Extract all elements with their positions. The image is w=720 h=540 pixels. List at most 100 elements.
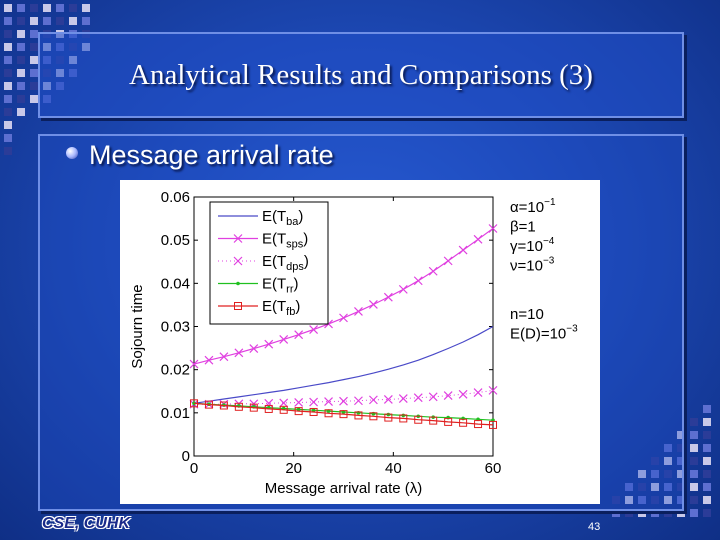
series-point-rr <box>311 408 316 413</box>
decor-square <box>30 56 38 64</box>
decor-square <box>638 483 646 491</box>
series-point-fb <box>249 403 258 412</box>
decor-square <box>677 470 685 478</box>
decor-square <box>30 108 38 116</box>
decor-square <box>17 95 25 103</box>
bullet-icon <box>66 147 78 159</box>
series-point-sps <box>219 352 229 362</box>
decor-square <box>43 4 51 12</box>
decor-square <box>612 509 620 517</box>
decor-square <box>625 483 633 491</box>
decor-square <box>651 496 659 504</box>
series-point-dps <box>309 397 319 407</box>
decor-square <box>4 108 12 116</box>
decor-square <box>690 483 698 491</box>
series-point-dps <box>488 385 498 395</box>
y-axis-label: Sojourn time <box>129 284 146 368</box>
series-point-sps <box>398 284 408 294</box>
decor-square <box>625 509 633 517</box>
series-point-fb <box>414 415 423 424</box>
decor-square <box>703 483 711 491</box>
decor-square <box>82 121 90 129</box>
series-point-fb <box>204 400 213 409</box>
series-point-sps <box>413 276 423 286</box>
series-point-sps <box>249 344 259 353</box>
decor-square <box>4 17 12 25</box>
decor-square <box>638 496 646 504</box>
chart-panel: 0 20 40 60 0 0.01 0.02 0.03 0.04 0.05 0.06 Message … <box>120 180 600 504</box>
decor-square <box>638 470 646 478</box>
series-point-dps <box>458 389 468 399</box>
decor-square <box>4 4 12 12</box>
decor-square <box>664 509 672 517</box>
y-tick-label: 0.02 <box>161 362 190 379</box>
series-point-fb <box>219 401 228 410</box>
decor-square <box>677 496 685 504</box>
series-point-sps <box>234 348 244 358</box>
series-point-fb <box>190 399 198 408</box>
decor-square <box>17 56 25 64</box>
decor-square <box>664 457 672 465</box>
decor-square <box>30 30 38 38</box>
decor-square <box>703 431 711 439</box>
series-point-dps <box>368 395 378 405</box>
series-point-fb <box>429 416 438 425</box>
decor-square <box>17 121 25 129</box>
annotation-param: E(D)=10−3 <box>510 324 578 343</box>
decor-square <box>638 509 646 517</box>
legend-label-fb: E(Tfb) <box>262 298 300 318</box>
series-point-sps <box>309 325 319 334</box>
decor-square <box>4 121 12 129</box>
slide-title: Analytical Results and Comparisons (3) <box>129 58 593 91</box>
series-point-dps <box>339 396 348 406</box>
decor-square <box>4 30 12 38</box>
series-point-sps <box>354 306 363 316</box>
legend-label-dps: E(Tdps) <box>262 253 309 273</box>
decor-square <box>4 134 12 142</box>
series-point-fb <box>444 417 453 426</box>
series-point-dps <box>279 398 289 408</box>
sojourn-time-chart: 0 20 40 60 0 0.01 0.02 0.03 0.04 0.05 0.06 Message … <box>129 189 578 497</box>
series-point-sps <box>189 359 199 369</box>
decor-square <box>4 82 12 90</box>
decor-square <box>690 496 698 504</box>
decor-square <box>4 43 12 51</box>
y-tick-label: 0 <box>182 448 190 465</box>
series-point-dps <box>264 398 274 408</box>
series-point-fb <box>489 420 497 429</box>
legend-box <box>209 201 329 325</box>
decor-square <box>690 457 698 465</box>
series-point-fb <box>399 414 408 423</box>
series-point-fb <box>459 418 468 427</box>
legend-marker-sps <box>233 234 243 243</box>
annotation-param: n=10 <box>510 306 544 323</box>
series-point-dps <box>443 391 453 400</box>
legend-marker-dps <box>233 256 243 266</box>
annotation-param: γ=10−4 <box>510 236 555 255</box>
series-point-sps <box>488 224 498 233</box>
series-point-sps <box>383 292 393 302</box>
bullet-text: Message arrival rate <box>89 140 334 170</box>
decor-square <box>664 483 672 491</box>
legend-label-sps: E(Tsps) <box>262 231 308 251</box>
series-point-sps <box>428 266 438 276</box>
y-tick-label: 0.06 <box>161 189 190 206</box>
decor-square <box>664 496 672 504</box>
series-point-fb <box>294 407 303 416</box>
series-point-dps <box>324 397 333 407</box>
decor-square <box>43 121 51 129</box>
series-point-fb <box>354 411 363 420</box>
series-point-fb <box>384 413 393 422</box>
series-point-dps <box>294 398 304 407</box>
decor-square <box>4 95 12 103</box>
x-tick-label: 20 <box>285 460 302 477</box>
decor-square <box>690 470 698 478</box>
series-point-sps <box>204 355 214 365</box>
decor-square <box>17 17 25 25</box>
decor-square <box>703 470 711 478</box>
decor-square <box>677 509 685 517</box>
decor-square <box>43 17 51 25</box>
decor-square <box>17 30 25 38</box>
decor-square <box>56 17 64 25</box>
decor-square <box>56 121 64 129</box>
